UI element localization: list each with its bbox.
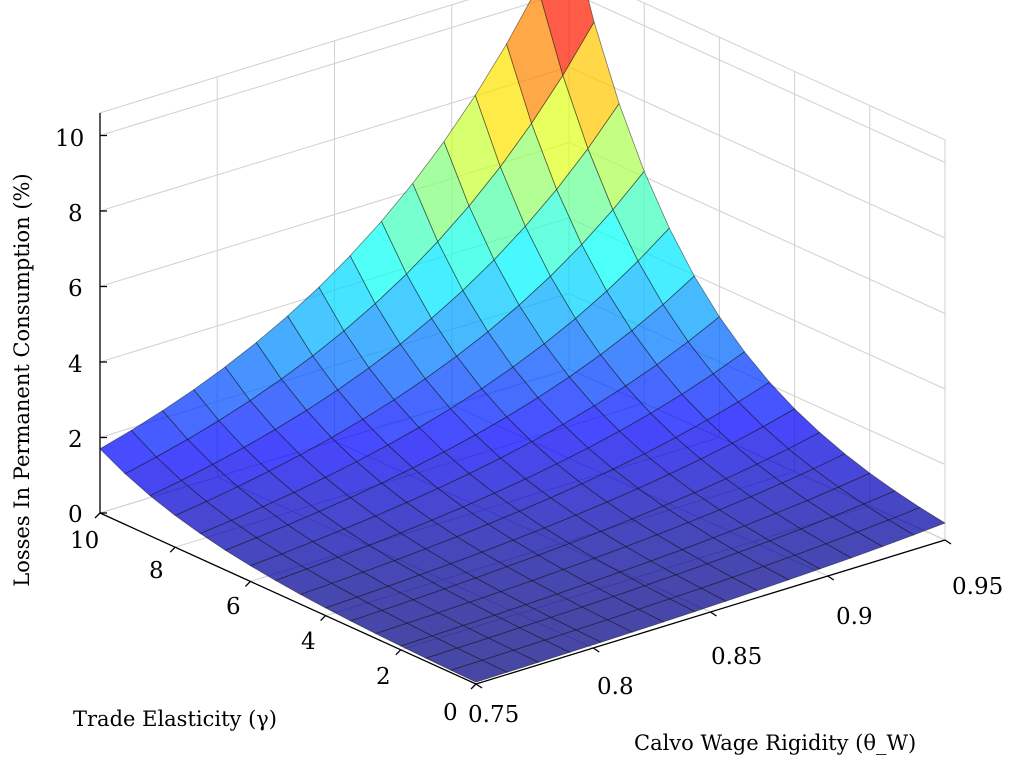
- loss-axis-label: Losses In Permanent Consumption (%): [10, 173, 34, 586]
- theta-tick-mark: [592, 647, 600, 653]
- surface: [99, 0, 946, 683]
- theta-tick-labels: 0.75 0.8 0.85 0.9 0.95: [468, 574, 1003, 728]
- theta-tick-mark: [944, 539, 952, 545]
- theta-tick-label: 0.9: [836, 604, 873, 630]
- gamma-tick-labels: 0 2 4 6 8 10: [70, 528, 458, 726]
- theta-axis-label: Calvo Wage Rigidity (θ_W): [634, 731, 916, 755]
- loss-tick-label: 4: [68, 352, 83, 378]
- gamma-tick-mark: [320, 615, 327, 622]
- theta-tick-label: 0.85: [711, 644, 762, 670]
- theta-tick-label: 0.75: [468, 702, 519, 728]
- theta-tick-mark: [827, 575, 835, 581]
- box-edge: [636, 0, 946, 141]
- theta-tick-mark: [475, 683, 483, 689]
- gamma-tick-label: 10: [70, 528, 99, 554]
- theta-tick-label: 0.95: [952, 574, 1003, 600]
- theta-tick-label: 0.8: [597, 674, 634, 700]
- loss-tick-label: 8: [68, 201, 83, 227]
- gamma-tick-mark: [244, 580, 251, 587]
- gamma-tick-mark: [470, 683, 477, 690]
- loss-tick-label: 10: [55, 126, 84, 152]
- side-wall-gridline: [586, 0, 946, 163]
- gamma-tick-mark: [169, 546, 176, 553]
- surface-patch: [449, 659, 509, 683]
- box-edge: [99, 0, 470, 114]
- loss-tick-label: 6: [68, 276, 83, 302]
- axis-lines: [94, 112, 952, 690]
- loss-tick-label: 0: [68, 502, 83, 528]
- back-wall-gridline: [99, 0, 544, 136]
- gamma-tick-label: 0: [443, 700, 458, 726]
- gamma-tick-mark: [94, 512, 101, 519]
- gamma-tick-label: 2: [376, 664, 391, 690]
- theta-tick-mark: [710, 611, 717, 617]
- loss-tick-label: 2: [68, 427, 83, 453]
- gamma-tick-label: 6: [226, 594, 241, 620]
- gamma-axis-line: [99, 512, 477, 685]
- gamma-axis-label: Trade Elasticity (γ): [73, 707, 277, 731]
- gamma-tick-label: 4: [301, 629, 316, 655]
- gamma-tick-mark: [395, 649, 402, 656]
- side-wall-gridline: [568, 66, 946, 239]
- loss-tick-labels: 0 2 4 6 8 10: [55, 126, 84, 528]
- gamma-tick-label: 8: [149, 558, 164, 584]
